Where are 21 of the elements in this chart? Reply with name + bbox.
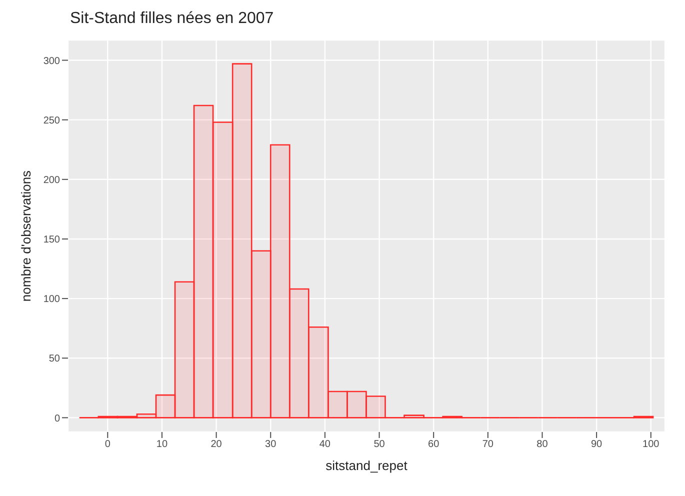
- x-tick-label: 60: [428, 439, 440, 450]
- y-tick-label: 0: [54, 413, 60, 424]
- y-tick-label: 200: [43, 174, 60, 186]
- x-tick-label: 80: [536, 439, 548, 450]
- y-tick-label: 100: [43, 294, 60, 306]
- y-axis-title: nombre d'observations: [18, 170, 34, 302]
- y-tick-label: 300: [43, 56, 60, 67]
- y-tick-label: 50: [48, 354, 60, 365]
- x-tick-label: 100: [642, 439, 660, 450]
- x-tick-label: 40: [319, 439, 331, 450]
- x-tick-label: 0: [104, 439, 111, 450]
- x-tick-label: 20: [210, 439, 222, 450]
- x-tick-label: 10: [156, 439, 168, 450]
- x-tick-label: 70: [482, 439, 494, 450]
- chart-title: Sit-Stand filles nées en 2007: [69, 9, 275, 29]
- x-tick-label: 50: [374, 439, 386, 450]
- x-tick-label: 90: [590, 439, 603, 450]
- x-axis-title: sitstand_repet: [326, 458, 408, 473]
- x-tick-label: 30: [265, 439, 277, 450]
- y-tick-label: 250: [43, 115, 60, 126]
- y-tick-label: 150: [43, 234, 60, 246]
